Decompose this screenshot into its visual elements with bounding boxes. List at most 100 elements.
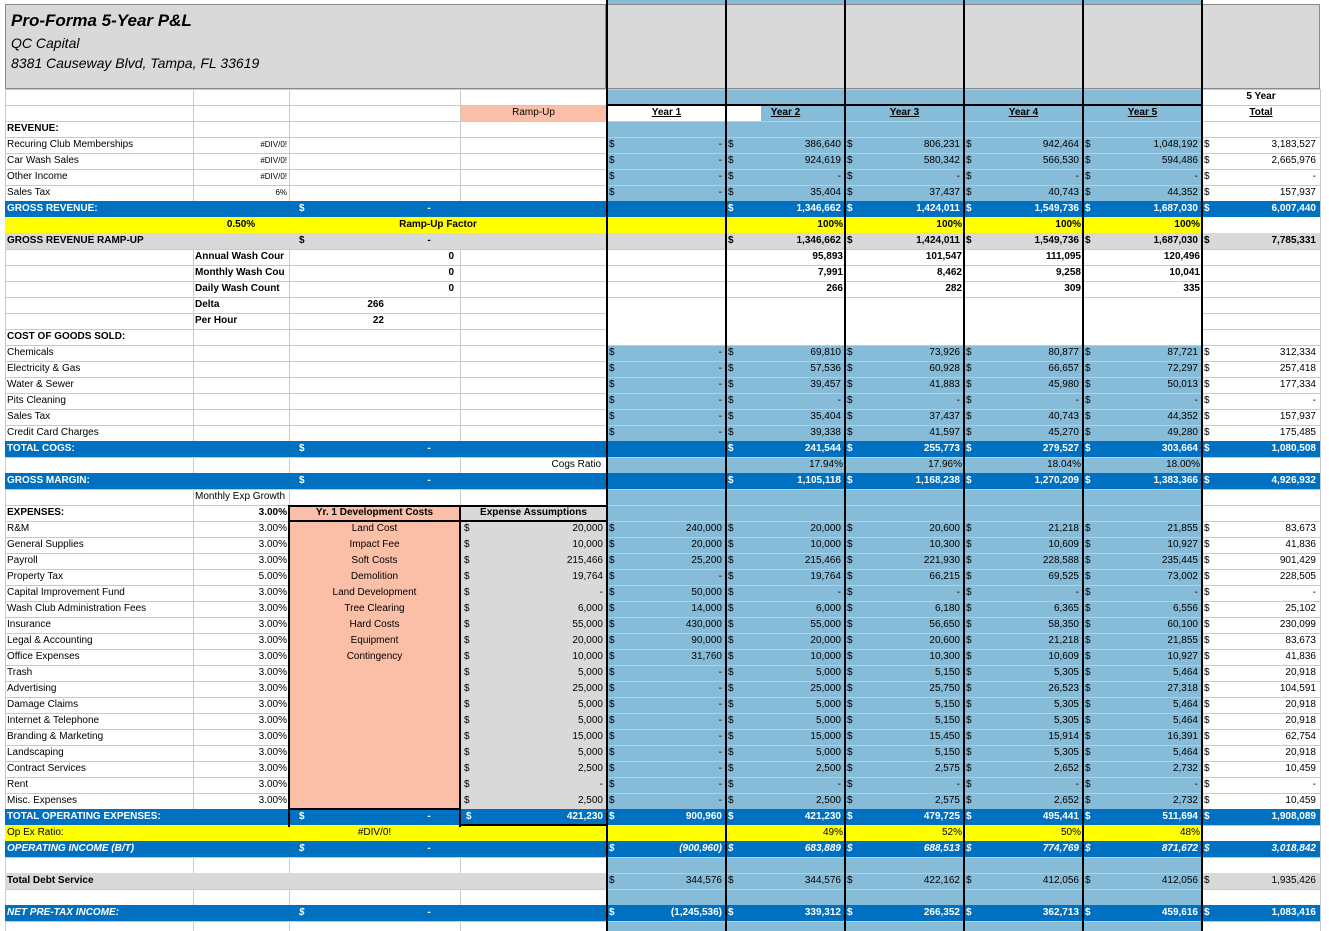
growth-pct-cell[interactable]: 3.00% — [258, 699, 287, 710]
value-cell[interactable]: 10,300 — [929, 651, 960, 662]
value-cell[interactable]: 2,575 — [934, 763, 960, 774]
total-cell[interactable]: 3,183,527 — [1271, 139, 1317, 150]
value-cell[interactable]: 900,960 — [685, 811, 722, 822]
total-cell[interactable]: 83,673 — [1285, 523, 1316, 534]
value-cell[interactable]: - — [718, 139, 722, 150]
value-cell[interactable]: 2,652 — [1053, 795, 1079, 806]
value-cell[interactable]: 21,218 — [1048, 523, 1079, 534]
value-cell[interactable]: - — [956, 779, 960, 790]
value-cell[interactable]: 21,218 — [1048, 635, 1079, 646]
value-cell[interactable]: 5,150 — [934, 667, 960, 678]
total-cell[interactable]: 1,080,508 — [1271, 443, 1317, 454]
value-cell[interactable]: 1,048,192 — [1153, 139, 1199, 150]
value-cell[interactable]: - — [718, 667, 722, 678]
delta-value[interactable]: 266 — [367, 299, 384, 310]
value-cell[interactable]: (900,960) — [679, 843, 722, 854]
value-cell[interactable]: 279,527 — [1042, 443, 1079, 454]
ramp-pct-cell[interactable]: 100% — [817, 219, 843, 230]
assumption-value[interactable]: 15,000 — [572, 731, 603, 742]
value-cell[interactable]: - — [718, 171, 722, 182]
growth-pct-cell[interactable]: 3.00% — [258, 619, 287, 630]
wash-count-cell[interactable]: 282 — [945, 283, 962, 294]
value-cell[interactable]: 6,556 — [1172, 603, 1198, 614]
total-cell[interactable]: 20,918 — [1285, 667, 1316, 678]
value-cell[interactable]: 35,404 — [810, 411, 841, 422]
value-cell[interactable]: 5,000 — [815, 715, 841, 726]
value-cell[interactable]: - — [718, 779, 722, 790]
total-cell[interactable]: 10,459 — [1285, 763, 1316, 774]
ramp-pct-cell[interactable]: 100% — [1174, 219, 1200, 230]
assumption-value[interactable]: 55,000 — [572, 619, 603, 630]
wash-value[interactable]: 0 — [448, 283, 454, 294]
value-cell[interactable]: 5,464 — [1172, 747, 1198, 758]
value-cell[interactable]: 688,513 — [923, 843, 960, 854]
total-cell[interactable]: 10,459 — [1285, 795, 1316, 806]
value-cell[interactable]: 27,318 — [1167, 683, 1198, 694]
value-cell[interactable]: 66,215 — [929, 571, 960, 582]
growth-pct-cell[interactable]: 3.00% — [258, 683, 287, 694]
value-cell[interactable]: 2,732 — [1172, 795, 1198, 806]
value-cell[interactable]: 5,464 — [1172, 667, 1198, 678]
total-cell[interactable]: 175,485 — [1279, 427, 1316, 438]
value-cell[interactable]: 5,464 — [1172, 715, 1198, 726]
value-cell[interactable]: 1,383,366 — [1153, 475, 1199, 486]
value-cell[interactable]: 16,391 — [1167, 731, 1198, 742]
value-cell[interactable]: 5,305 — [1053, 699, 1079, 710]
total-cell[interactable]: 25,102 — [1285, 603, 1316, 614]
dev-cost-item[interactable]: Demolition — [350, 571, 399, 582]
value-cell[interactable]: 69,810 — [810, 347, 841, 358]
total-cell[interactable]: 1,908,089 — [1271, 811, 1317, 822]
value-cell[interactable]: 1,424,011 — [916, 203, 960, 214]
total-cell[interactable]: 62,754 — [1285, 731, 1316, 742]
opex-ratio-cell[interactable]: 49% — [822, 827, 843, 838]
value-cell[interactable]: 15,450 — [929, 731, 960, 742]
cogs-ratio-cell[interactable]: 17.96% — [928, 459, 962, 470]
assumption-value[interactable]: 6,000 — [577, 603, 603, 614]
total-cell[interactable]: - — [1312, 395, 1316, 406]
pct-cell[interactable]: 6% — [275, 188, 287, 197]
value-cell[interactable]: 72,297 — [1167, 363, 1198, 374]
value-cell[interactable]: 6,365 — [1053, 603, 1079, 614]
assumption-value[interactable]: 215,466 — [566, 555, 603, 566]
value-cell[interactable]: 19,764 — [810, 571, 841, 582]
value-cell[interactable]: - — [718, 347, 722, 358]
value-cell[interactable]: 1,687,030 — [1153, 203, 1199, 214]
value-cell[interactable]: - — [718, 395, 722, 406]
value-cell[interactable]: 56,650 — [929, 619, 960, 630]
total-cell[interactable]: 157,937 — [1279, 187, 1316, 198]
cogs-ratio-cell[interactable]: 18.04% — [1047, 459, 1081, 470]
value-cell[interactable]: - — [837, 395, 841, 406]
growth-pct-cell[interactable]: 5.00% — [258, 571, 287, 582]
value-cell[interactable]: 240,000 — [685, 523, 722, 534]
value-cell[interactable]: 412,056 — [1042, 875, 1079, 886]
growth-pct-cell[interactable]: 3.00% — [258, 635, 287, 646]
value-cell[interactable]: 6,180 — [934, 603, 960, 614]
value-cell[interactable]: 1,549,736 — [1034, 235, 1080, 246]
value-cell[interactable]: 495,441 — [1042, 811, 1079, 822]
value-cell[interactable]: 26,523 — [1048, 683, 1079, 694]
wash-count-cell[interactable]: 309 — [1064, 283, 1081, 294]
value-cell[interactable]: 235,445 — [1161, 555, 1198, 566]
value-cell[interactable]: - — [837, 587, 841, 598]
value-cell[interactable]: 37,437 — [929, 411, 960, 422]
value-cell[interactable]: 90,000 — [691, 635, 722, 646]
value-cell[interactable]: 21,855 — [1167, 635, 1198, 646]
total-cell[interactable]: 901,429 — [1279, 555, 1316, 566]
dev-cost-item[interactable]: Contingency — [346, 651, 403, 662]
value-cell[interactable]: 344,576 — [804, 875, 841, 886]
value-cell[interactable]: 266,352 — [923, 907, 960, 918]
value-cell[interactable]: 50,000 — [691, 587, 722, 598]
assumption-value[interactable]: - — [599, 587, 603, 598]
value-cell[interactable]: 421,230 — [804, 811, 841, 822]
assumption-value[interactable]: 5,000 — [577, 747, 603, 758]
value-cell[interactable]: 87,721 — [1167, 347, 1198, 358]
value-cell[interactable]: 31,760 — [691, 651, 722, 662]
wash-count-cell[interactable]: 111,095 — [1045, 251, 1081, 262]
value-cell[interactable]: 1,270,209 — [1034, 475, 1080, 486]
assumption-value[interactable]: 5,000 — [577, 715, 603, 726]
value-cell[interactable]: 5,305 — [1053, 715, 1079, 726]
value-cell[interactable]: 39,457 — [810, 379, 841, 390]
opex-ratio-cell[interactable]: 52% — [941, 827, 962, 838]
value-cell[interactable]: 241,544 — [804, 443, 841, 454]
value-cell[interactable]: 20,600 — [929, 523, 960, 534]
